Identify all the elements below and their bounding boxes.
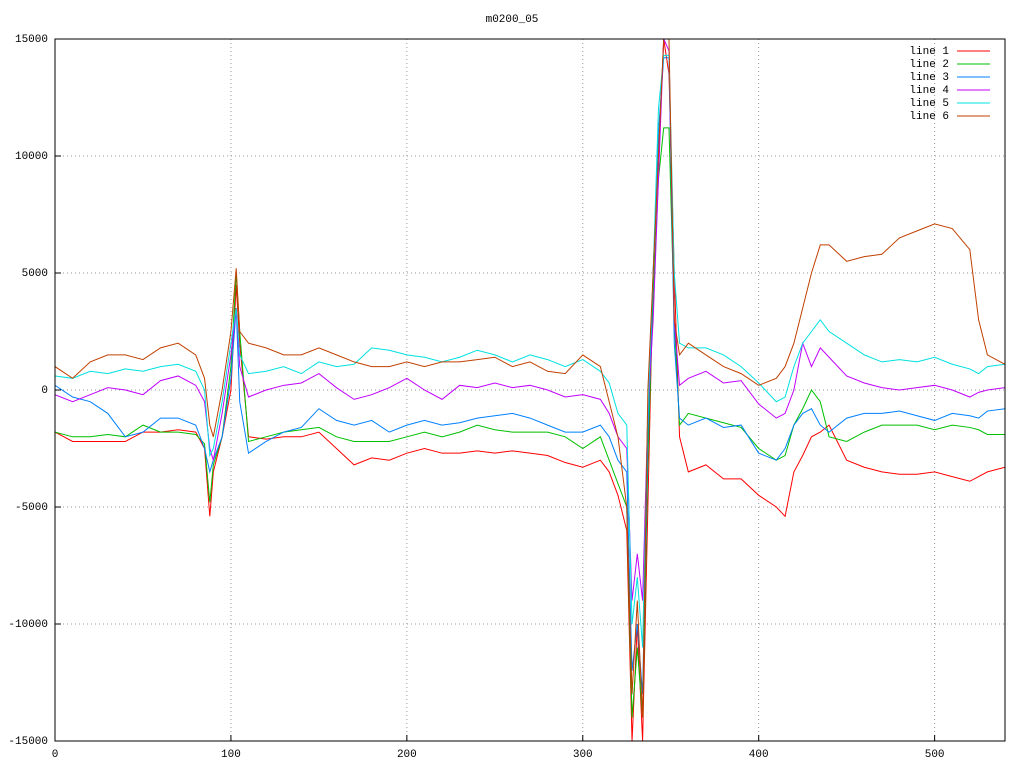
x-tick-label: 300 — [573, 749, 593, 761]
y-tick-label: 0 — [41, 385, 48, 397]
y-tick-label: -5000 — [15, 502, 48, 514]
series-line — [55, 39, 1005, 601]
chart-title: m0200_05 — [486, 14, 539, 26]
y-tick-label: 5000 — [22, 268, 48, 280]
y-tick-label: -15000 — [8, 736, 48, 748]
legend-label: line 3 — [909, 72, 949, 84]
x-tick-label: 0 — [52, 749, 59, 761]
x-tick-label: 100 — [221, 749, 241, 761]
series-line — [55, 39, 1005, 718]
legend-label: line 2 — [909, 59, 949, 71]
legend-label: line 4 — [909, 85, 949, 97]
x-tick-label: 400 — [749, 749, 769, 761]
legend-label: line 5 — [909, 98, 949, 110]
plot-lines — [55, 39, 1005, 741]
y-tick-label: 10000 — [15, 151, 48, 163]
series-line — [55, 57, 1005, 695]
legend-label: line 1 — [909, 46, 949, 58]
x-tick-label: 500 — [925, 749, 945, 761]
y-tick-label: 15000 — [15, 34, 48, 46]
x-tick-label: 200 — [397, 749, 417, 761]
y-tick-label: -10000 — [8, 619, 48, 631]
legend-label: line 6 — [909, 111, 949, 123]
series-line — [55, 54, 1005, 648]
